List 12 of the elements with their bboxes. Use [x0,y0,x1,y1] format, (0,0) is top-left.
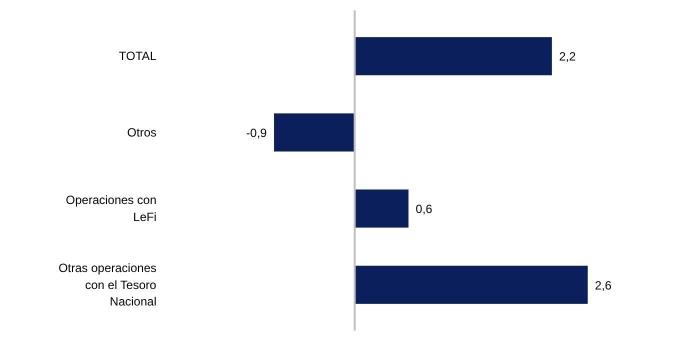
data-label: -0,9 [246,126,268,140]
data-label: 2,2 [559,50,576,64]
bar [354,190,408,228]
y-tick-label: TOTAL [118,49,157,64]
bar [354,266,588,304]
y-tick-label: Otros [127,125,157,140]
data-label: 2,6 [594,278,612,292]
bar [274,113,355,152]
data-label: 0,6 [416,202,433,216]
y-tick-label: Otras operaciones con el Tesoro Nacional [58,260,157,309]
y-tick-label: Operaciones con LeFi [66,193,157,224]
bar [354,37,552,76]
